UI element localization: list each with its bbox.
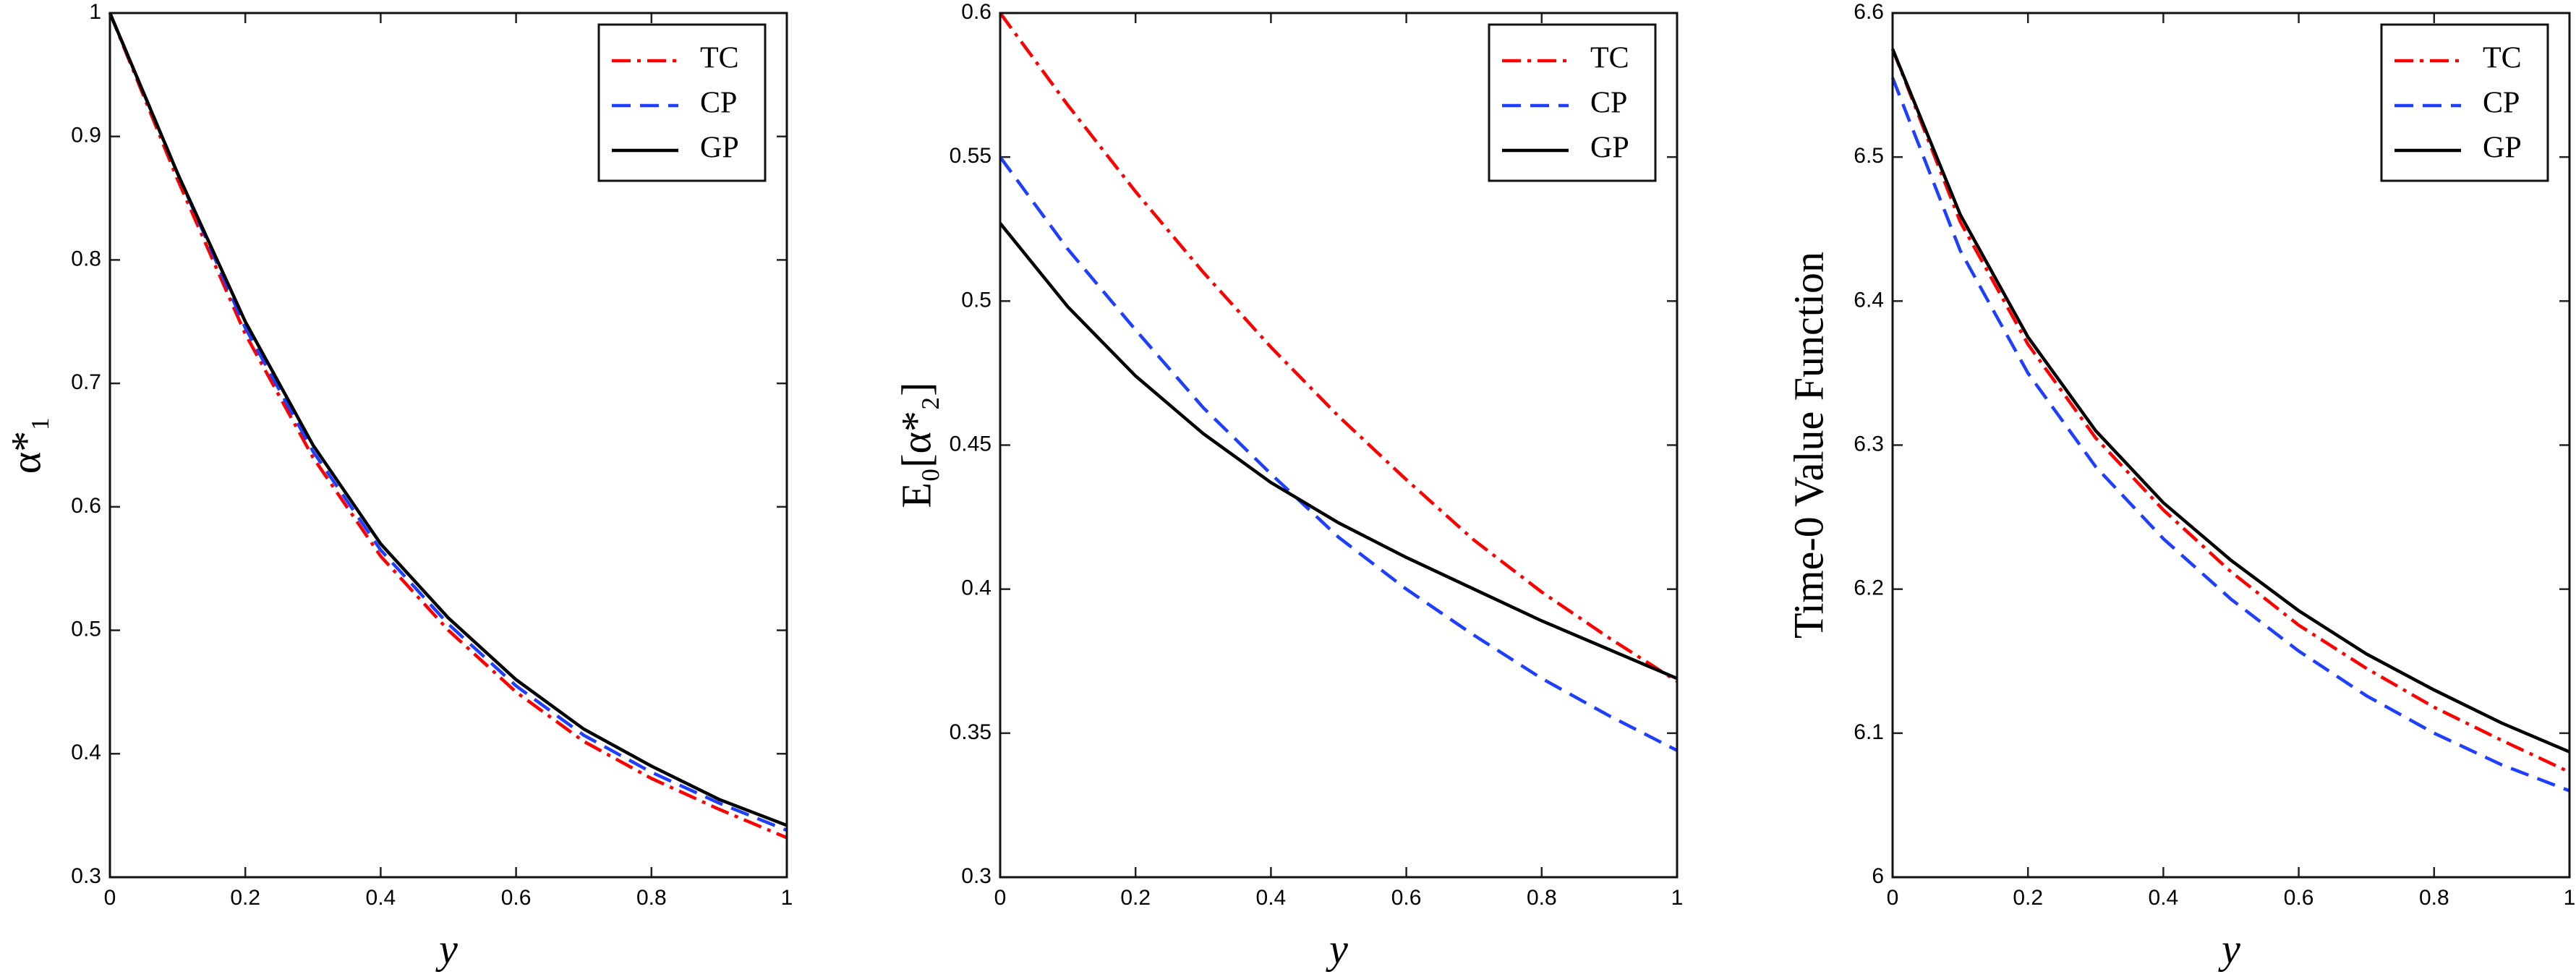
series-line — [1890, 77, 2570, 793]
series-line — [1890, 48, 2570, 754]
y-tick-label: 6.2 — [1854, 576, 1884, 600]
y-tick-label: 0.8 — [71, 247, 101, 270]
legend-label: TC — [2483, 42, 2522, 75]
x-tick-label: 1 — [2564, 886, 2576, 910]
x-tick-label: 0.6 — [1391, 886, 1422, 910]
y-tick-label: 6.5 — [1854, 144, 1884, 168]
panel: 0.3 0.4 0.5 0.6 0.7 0.8 0.9 1 0 0.2 0.4 0.6 0.8 1 TC CP… — [2, 0, 793, 972]
y-tick-label: 6.6 — [1854, 0, 1884, 24]
x-tick-label: 0.2 — [230, 886, 260, 910]
legend-label: GP — [700, 132, 739, 165]
y-tick-label: 0.6 — [961, 0, 991, 24]
y-tick-label: 0.4 — [71, 741, 101, 764]
y-tick-label: 0.6 — [71, 494, 101, 518]
panel: 0.3 0.35 0.4 0.45 0.5 0.55 0.6 0 0.2 0.4 0.6 0.8 1 TC… — [892, 0, 1683, 972]
y-tick-label: 0.3 — [71, 864, 101, 888]
y-tick-label: 0.55 — [950, 144, 991, 168]
y-tick-label: 0.9 — [71, 124, 101, 148]
series-line — [1890, 48, 2570, 774]
plot-frame — [1891, 12, 2571, 879]
legend-label: CP — [2483, 87, 2520, 120]
x-tick-label: 0.2 — [2013, 886, 2043, 910]
x-axis-label: y — [435, 925, 458, 972]
x-tick-label: 0.4 — [2149, 886, 2179, 910]
series-line — [108, 12, 788, 840]
series-line — [108, 12, 788, 832]
y-tick-label: 6.1 — [1854, 720, 1884, 744]
x-tick-label: 0.2 — [1120, 886, 1151, 910]
legend-label: TC — [1590, 42, 1629, 75]
y-axis-label: E₀[α*₂] — [892, 383, 939, 508]
series-line — [999, 12, 1679, 683]
legend-box — [2380, 23, 2549, 182]
legend-label: TC — [700, 42, 739, 75]
y-tick-label: 6 — [1872, 864, 1884, 888]
x-tick-label: 0.8 — [636, 886, 667, 910]
legend-box — [1488, 23, 1657, 182]
series-line — [999, 155, 1679, 752]
y-tick-label: 0.35 — [950, 720, 991, 744]
x-tick-label: 0 — [104, 886, 116, 910]
x-tick-label: 0.6 — [501, 886, 532, 910]
series-line — [108, 12, 788, 827]
y-tick-label: 0.3 — [961, 864, 991, 888]
x-tick-label: 0.8 — [2419, 886, 2449, 910]
x-tick-label: 0 — [994, 886, 1007, 910]
y-tick-label: 6.4 — [1854, 288, 1884, 312]
legend-label: GP — [2483, 132, 2522, 165]
x-tick-label: 0.4 — [1256, 886, 1287, 910]
series-line — [999, 222, 1678, 681]
legend-label: GP — [1590, 132, 1629, 165]
y-tick-label: 0.7 — [71, 370, 101, 394]
plot-frame — [999, 12, 1679, 879]
legend-label: CP — [700, 87, 737, 120]
plot-frame — [108, 12, 788, 879]
x-axis-label: y — [1326, 925, 1348, 972]
y-axis-label: α*₁ — [2, 417, 49, 474]
panel: 6 6.1 6.2 6.3 6.4 6.5 6.6 0 0.2 0.4 0.6 0.8 1 TC CP GP y… — [1785, 0, 2575, 972]
y-tick-label: 6.3 — [1854, 432, 1884, 456]
y-tick-label: 0.5 — [71, 617, 101, 641]
y-axis-label: Time-0 Value Function — [1785, 252, 1832, 639]
y-tick-label: 0.5 — [961, 288, 991, 312]
legend-box — [597, 23, 767, 182]
x-tick-label: 0.8 — [1527, 886, 1557, 910]
y-tick-label: 0.45 — [950, 432, 991, 456]
x-tick-label: 1 — [781, 886, 793, 910]
y-tick-label: 0.4 — [961, 576, 991, 600]
y-tick-label: 1 — [89, 0, 101, 24]
x-tick-label: 0 — [1887, 886, 1899, 910]
x-tick-label: 0.4 — [366, 886, 396, 910]
x-tick-label: 0.6 — [2284, 886, 2314, 910]
x-tick-label: 1 — [1671, 886, 1684, 910]
legend-label: CP — [1590, 87, 1627, 120]
x-axis-label: y — [2218, 925, 2240, 972]
